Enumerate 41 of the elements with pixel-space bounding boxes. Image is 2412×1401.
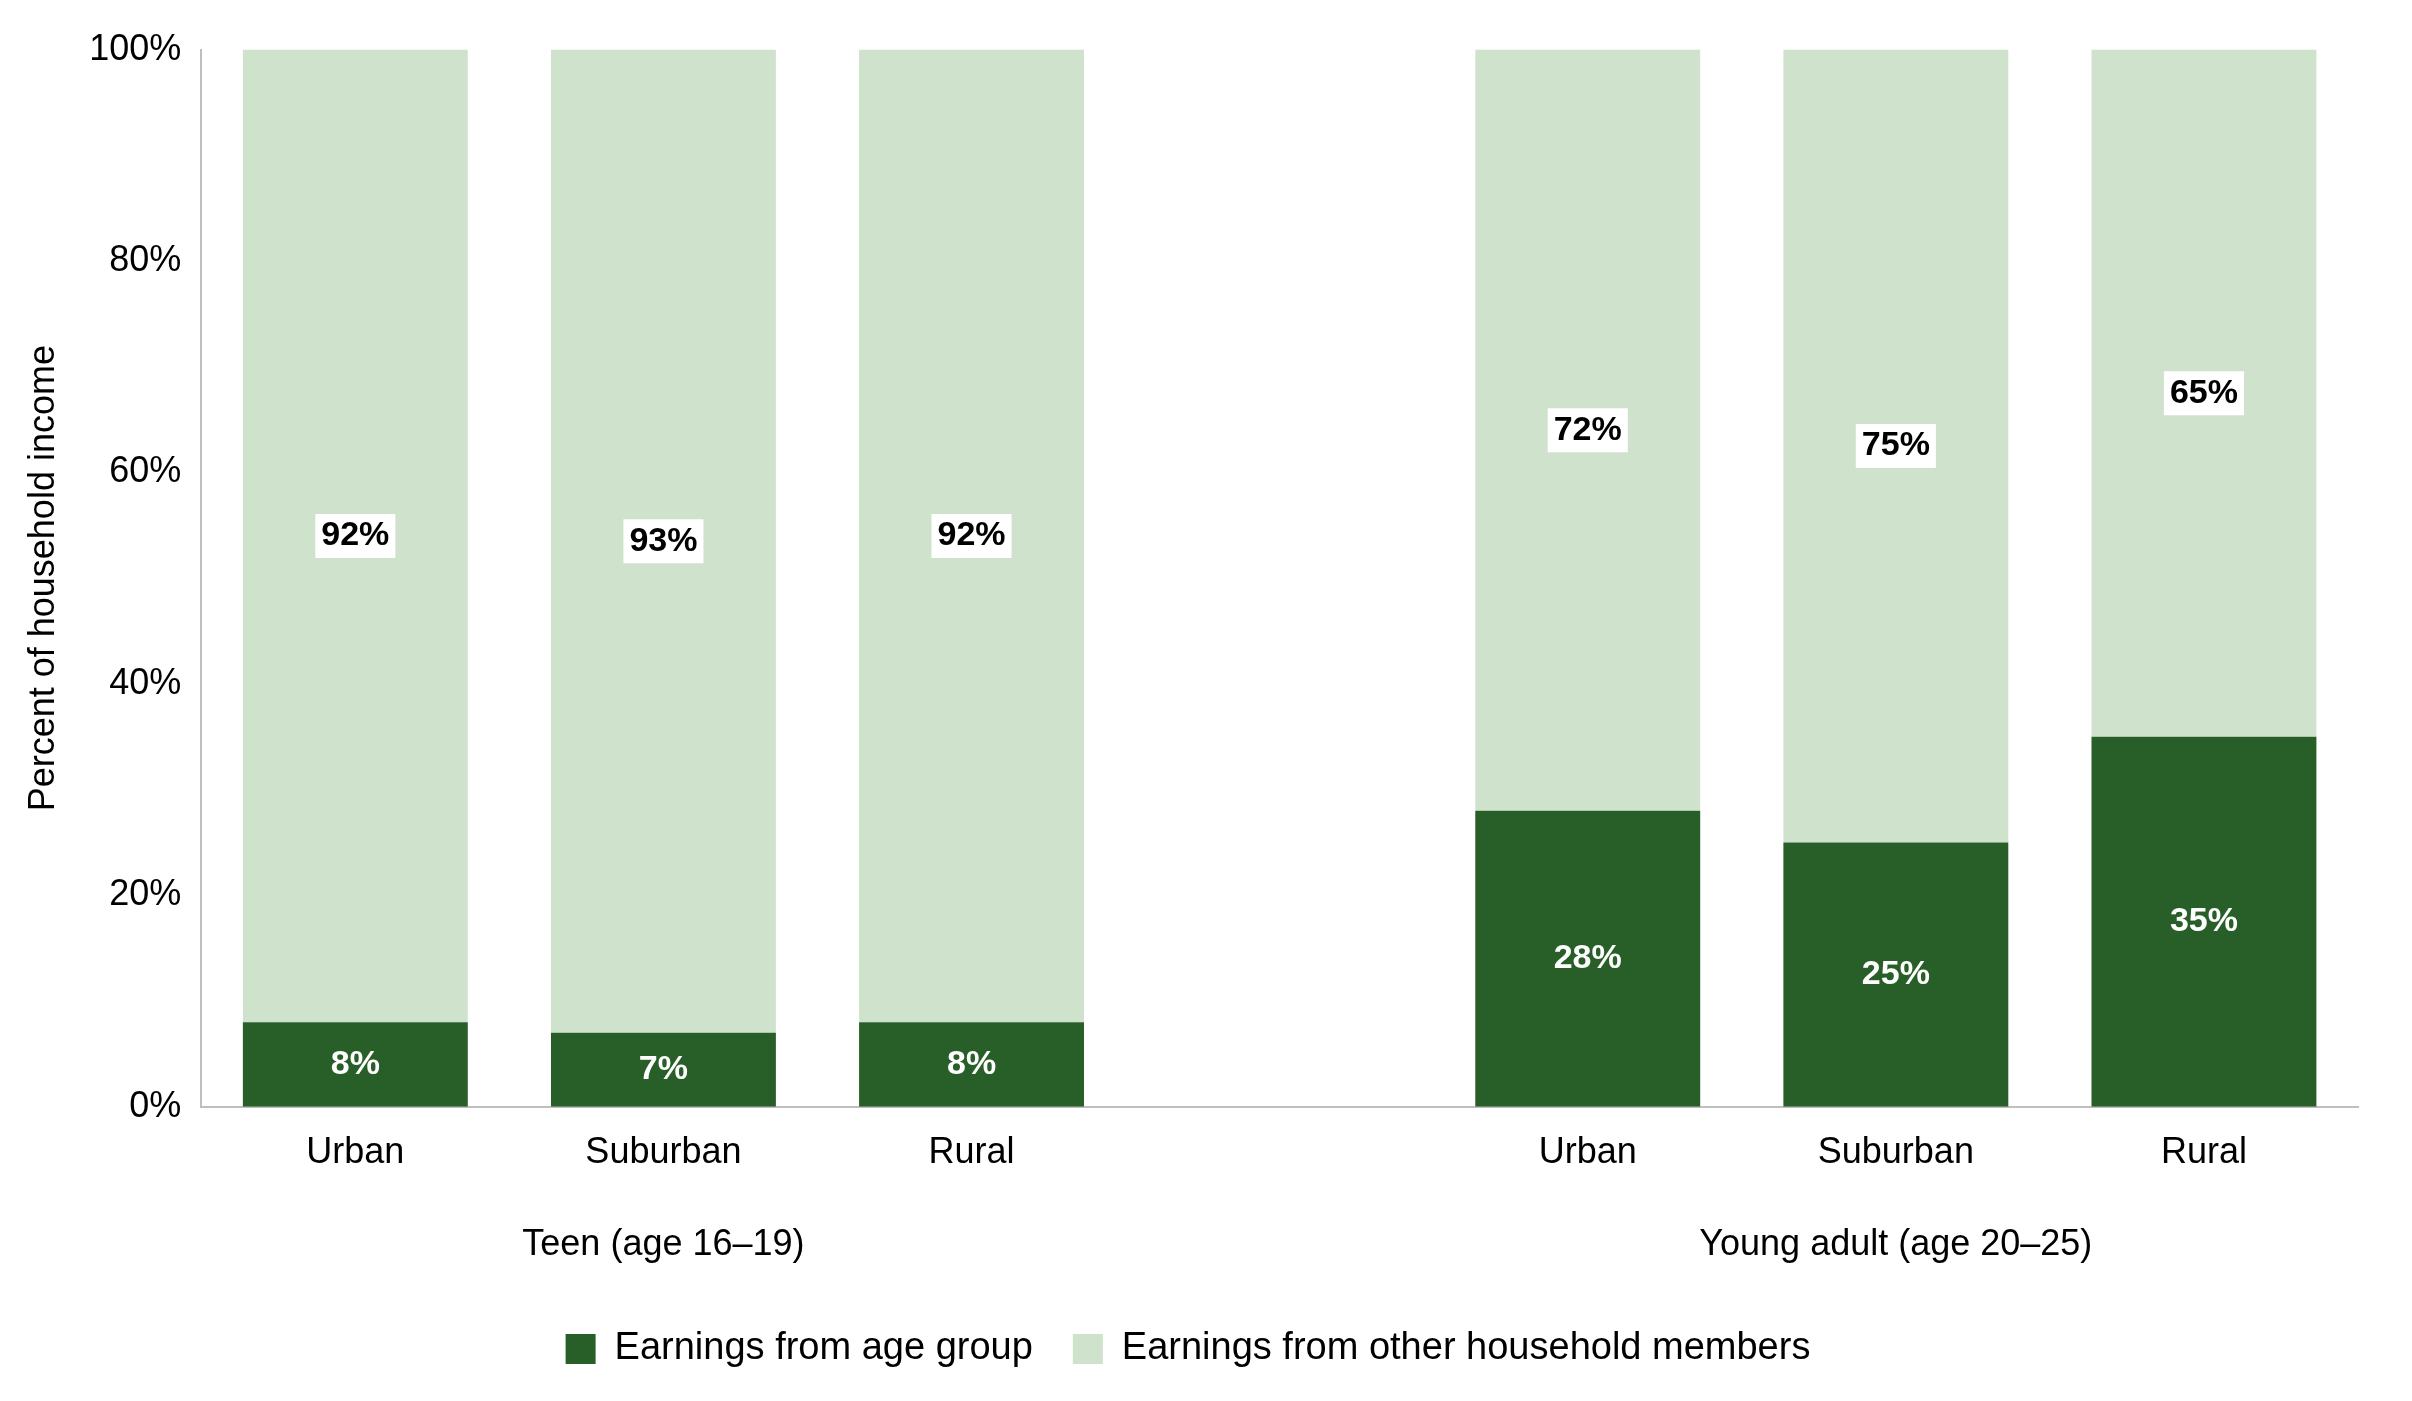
x-tick-label: Urban bbox=[1538, 1130, 1637, 1172]
bar bbox=[859, 49, 1084, 1023]
y-tick-label: 60% bbox=[109, 449, 182, 491]
data-label: 25% bbox=[1861, 953, 1930, 992]
y-tick-label: 40% bbox=[109, 660, 182, 702]
bar bbox=[550, 49, 776, 1033]
y-axis-title: Percent of household income bbox=[20, 345, 62, 812]
data-label: 8% bbox=[330, 1042, 380, 1081]
y-tick-label: 20% bbox=[109, 872, 182, 914]
bar bbox=[859, 1022, 1084, 1107]
data-label: 75% bbox=[1861, 424, 1930, 463]
x-tick-label: Rural bbox=[2160, 1130, 2247, 1172]
legend-label: Earnings from other household members bbox=[1121, 1325, 1811, 1368]
data-label: 8% bbox=[946, 1042, 997, 1081]
bar bbox=[1783, 842, 2009, 1107]
bar bbox=[1783, 49, 2009, 843]
bar bbox=[242, 1022, 468, 1107]
data-label: 28% bbox=[1553, 937, 1622, 976]
x-tick-label: Suburban bbox=[585, 1130, 742, 1172]
legend-label: Earnings from age group bbox=[614, 1325, 1033, 1368]
bar bbox=[1475, 810, 1701, 1107]
data-label: 7% bbox=[638, 1048, 688, 1087]
bar bbox=[2091, 736, 2317, 1107]
x-tick-label: Rural bbox=[928, 1130, 1015, 1172]
data-label: 92% bbox=[937, 514, 1006, 553]
text: Teen (age 16–19) bbox=[522, 1221, 805, 1263]
bar bbox=[242, 49, 468, 1023]
x-tick-label: Suburban bbox=[1817, 1130, 1974, 1172]
y-tick-label: 80% bbox=[109, 237, 182, 279]
x-tick-label: Urban bbox=[306, 1130, 405, 1172]
data-label: 65% bbox=[2169, 371, 2238, 410]
y-tick-label: 100% bbox=[89, 26, 182, 68]
bar bbox=[1475, 49, 1701, 811]
y-tick-label: 0% bbox=[129, 1083, 182, 1125]
data-label: 93% bbox=[629, 519, 698, 558]
bar bbox=[2091, 49, 2317, 737]
bar bbox=[550, 1032, 776, 1107]
data-label: 72% bbox=[1553, 408, 1622, 447]
data-label: 35% bbox=[2169, 900, 2238, 939]
text: Young adult (age 20–25) bbox=[1699, 1221, 2093, 1263]
data-label: 92% bbox=[321, 514, 390, 553]
